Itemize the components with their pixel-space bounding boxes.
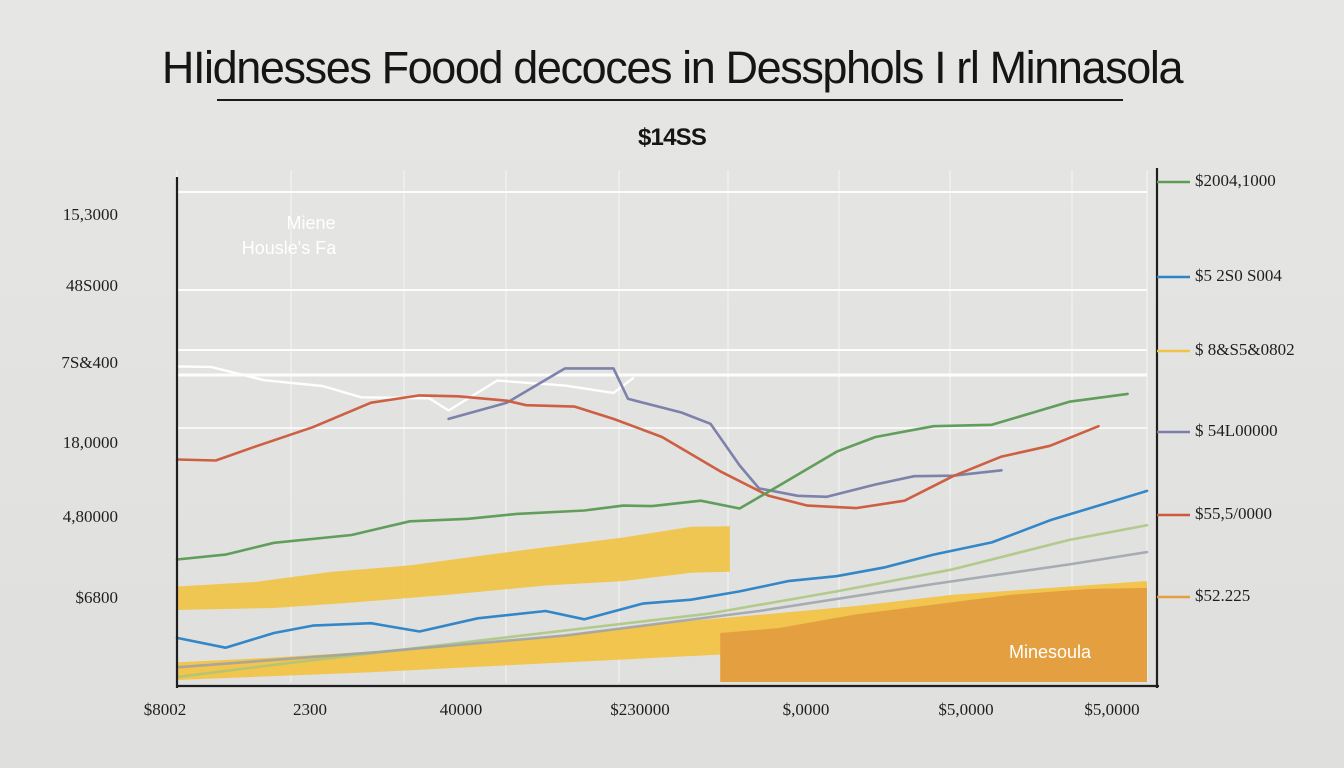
title-divider (217, 99, 1123, 101)
lower-yellow-band-area (177, 581, 1147, 680)
right-tick-label: $52.225 (1195, 586, 1250, 605)
right-tick-label: $ 8&S5&0802 (1195, 340, 1295, 359)
series-line-red (175, 394, 1100, 510)
label-layer: 15,3000 48S000 7S&400 18,0000 4,80000 $6800 $2… (61, 171, 1294, 719)
series-label-bottom: Housle's Fa (242, 238, 337, 258)
x-tick-label: $5,0000 (938, 700, 993, 719)
x-tick-label: $5,0000 (1084, 700, 1139, 719)
x-tick-label: 2300 (293, 700, 327, 719)
minnesota-orange-area-area (720, 587, 1147, 682)
series-line-light-green (175, 523, 1149, 679)
minnesota-area-label: Minesoula (1009, 642, 1092, 662)
right-tick-label: $55,5/0000 (1195, 504, 1272, 523)
left-tick-label: $6800 (76, 588, 119, 607)
x-tick-label: $8002 (144, 700, 187, 719)
x-tick-label: $230000 (610, 700, 670, 719)
left-tick-label: 18,0000 (63, 433, 118, 452)
upper-yellow-band-area (177, 526, 730, 610)
right-tick-label: $2004,1000 (1195, 171, 1276, 190)
left-tick-label: 48S000 (66, 276, 118, 295)
right-tick-label: $ 54L00000 (1195, 421, 1278, 440)
x-tick-label: 40000 (440, 700, 483, 719)
chart-subtitle: $14SS (637, 124, 707, 151)
x-tick-label: $,0000 (783, 700, 830, 719)
area-layer (177, 526, 1147, 682)
series-line-gray (175, 550, 1149, 669)
left-tick-label: 7S&400 (61, 353, 118, 372)
series-line-green (175, 392, 1129, 561)
series-line-white (175, 365, 635, 412)
chart-title: HIidnesses Foood decoces in Dessphols I … (161, 42, 1184, 93)
series-label-top: Miene (286, 213, 335, 233)
left-tick-label: 15,3000 (63, 205, 118, 224)
right-tick-label: $5 2S0 S004 (1195, 266, 1282, 285)
left-tick-label: 4,80000 (63, 507, 118, 526)
axis-layer (175, 168, 1159, 688)
grid-layer (176, 170, 1148, 682)
line-layer (175, 365, 1149, 679)
series-line-purple (447, 367, 1003, 499)
series-line-blue (175, 489, 1149, 649)
